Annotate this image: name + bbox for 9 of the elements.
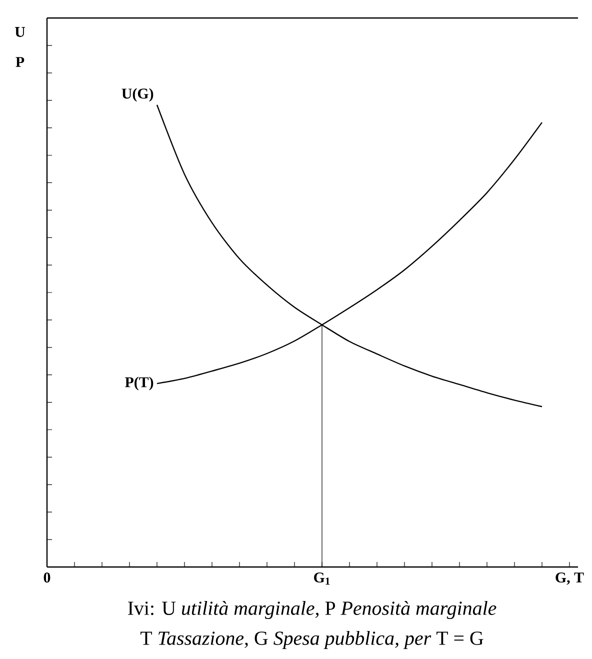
- x-tick-label: G, T: [556, 572, 584, 585]
- series-label: U(G): [122, 88, 154, 102]
- x-tick-label: 0: [44, 572, 50, 583]
- text: T Tassazione, G Spesa pubblica, per T = G: [140, 630, 484, 650]
- x-tick-label: G$_{1}$: [314, 572, 330, 585]
- text: Ivi: U utilità marginale, P Penosità marginale: [128, 600, 496, 620]
- text: P: [16, 57, 24, 67]
- y-axis-title: U: [14, 27, 26, 37]
- series-label: P(T): [125, 376, 154, 390]
